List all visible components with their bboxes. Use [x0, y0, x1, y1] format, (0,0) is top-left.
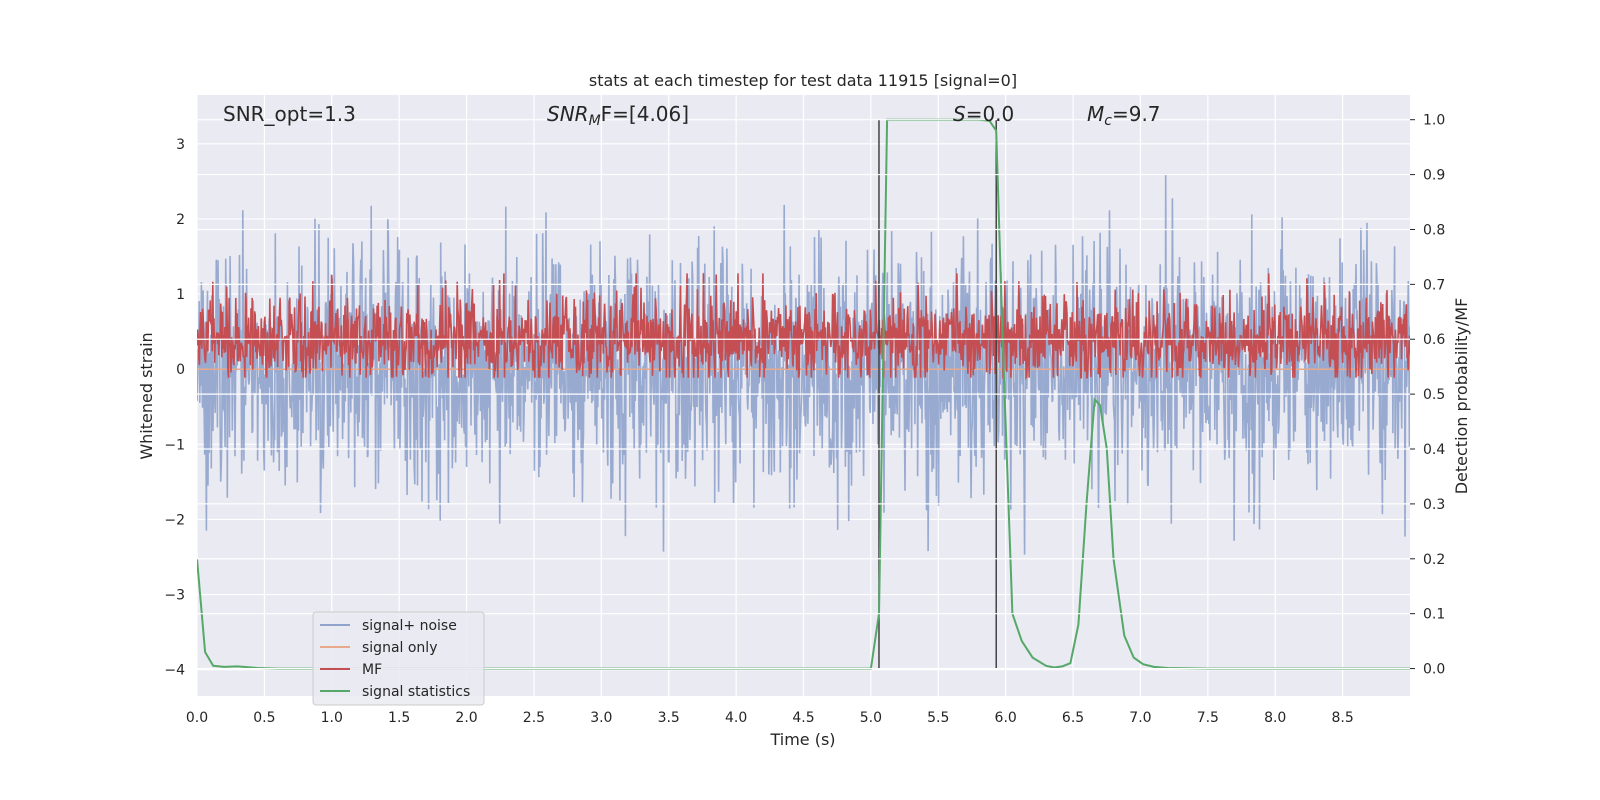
y-left-axis-ticks: −4 −3 −2 −1 0 1 2 3	[164, 137, 185, 679]
legend-label-mf: MF	[362, 662, 382, 678]
x-tick-label: 5.0	[860, 710, 882, 726]
annotation-s-rest: =0.0	[966, 102, 1015, 126]
x-tick-label: 0.0	[186, 710, 208, 726]
annotation-snr-opt: SNR_opt=1.3	[223, 102, 356, 126]
y-right-axis-ticks: 0.0 0.1 0.2 0.3 0.4 0.5 0.6 0.7 0.8 0.9 1.0	[1410, 113, 1445, 678]
y-right-tick-label: 0.8	[1423, 222, 1445, 238]
x-tick-label: 4.0	[725, 710, 747, 726]
annotation-s-base: S	[953, 102, 966, 126]
x-tick-label: 6.5	[1062, 710, 1084, 726]
annotation-mc-rest: =9.7	[1112, 102, 1161, 126]
y-left-tick-label: 3	[176, 137, 185, 153]
y-right-tick-label: 0.9	[1423, 168, 1445, 184]
y-right-tick-label: 0.1	[1423, 607, 1445, 623]
mf-series	[197, 273, 1410, 380]
x-tick-label: 3.0	[590, 710, 612, 726]
annotation-mc-sub: c	[1104, 113, 1112, 129]
x-tick-label: 2.0	[455, 710, 477, 726]
x-tick-label: 2.5	[523, 710, 545, 726]
y-right-tick-label: 0.5	[1423, 387, 1445, 403]
x-tick-label: 5.5	[927, 710, 949, 726]
legend-box	[312, 611, 485, 706]
annotation-mc: Mc=9.7	[1087, 102, 1161, 129]
x-tick-label: 3.5	[658, 710, 680, 726]
x-axis-label: Time (s)	[769, 730, 835, 749]
x-tick-label: 0.5	[253, 710, 275, 726]
x-tick-label: 1.0	[321, 710, 343, 726]
x-tick-label: 1.5	[388, 710, 410, 726]
y-right-tick-label: 1.0	[1423, 113, 1445, 129]
y-left-tick-label: 2	[176, 212, 185, 228]
y-right-tick-label: 0.4	[1423, 442, 1445, 458]
annotation-snr-mf-rest: F=[4.06]	[601, 102, 689, 126]
legend-label-signal-only: signal only	[362, 640, 437, 656]
y-left-tick-label: 1	[176, 287, 185, 303]
y-left-tick-label: −2	[164, 512, 185, 528]
signal-noise-series	[197, 174, 1410, 555]
legend-label-signal-noise: signal+ noise	[362, 618, 457, 634]
chart-title: stats at each timestep for test data 119…	[589, 71, 1017, 90]
annotation-snr-mf-base: SNR	[547, 102, 589, 126]
y-right-tick-label: 0.0	[1423, 662, 1445, 678]
y-left-tick-label: −3	[164, 588, 185, 604]
y-right-axis-label: Detection probability/MF	[1452, 298, 1471, 495]
x-tick-label: 4.5	[792, 710, 814, 726]
x-axis-ticks: 0.0 0.5 1.0 1.5 2.0 2.5 3.0 3.5 4.0 4.5 5.0 5.5 6.0 6…	[186, 710, 1354, 726]
y-left-tick-label: 0	[176, 362, 185, 378]
x-tick-label: 8.0	[1264, 710, 1286, 726]
grid-overlay	[197, 119, 1410, 670]
legend: signal+ noise signal only MF signal stat…	[312, 611, 485, 706]
y-left-axis-label: Whitened strain	[137, 332, 156, 459]
annotation-mc-base: M	[1087, 102, 1104, 126]
legend-label-signal-statistics: signal statistics	[362, 684, 470, 700]
x-tick-label: 7.0	[1129, 710, 1151, 726]
y-right-tick-label: 0.7	[1423, 277, 1445, 293]
annotation-snr-mf: SNRMF=[4.06]	[547, 102, 689, 129]
y-right-tick-label: 0.6	[1423, 332, 1445, 348]
annotation-snr-mf-sub: M	[589, 113, 601, 129]
x-tick-label: 8.5	[1331, 710, 1353, 726]
y-left-tick-label: −1	[164, 437, 185, 453]
x-tick-label: 7.5	[1197, 710, 1219, 726]
y-right-tick-label: 0.3	[1423, 497, 1445, 513]
x-tick-label: 6.0	[995, 710, 1017, 726]
y-right-tick-label: 0.2	[1423, 552, 1445, 568]
y-left-tick-label: −4	[164, 663, 185, 679]
annotation-s: S=0.0	[953, 102, 1014, 126]
